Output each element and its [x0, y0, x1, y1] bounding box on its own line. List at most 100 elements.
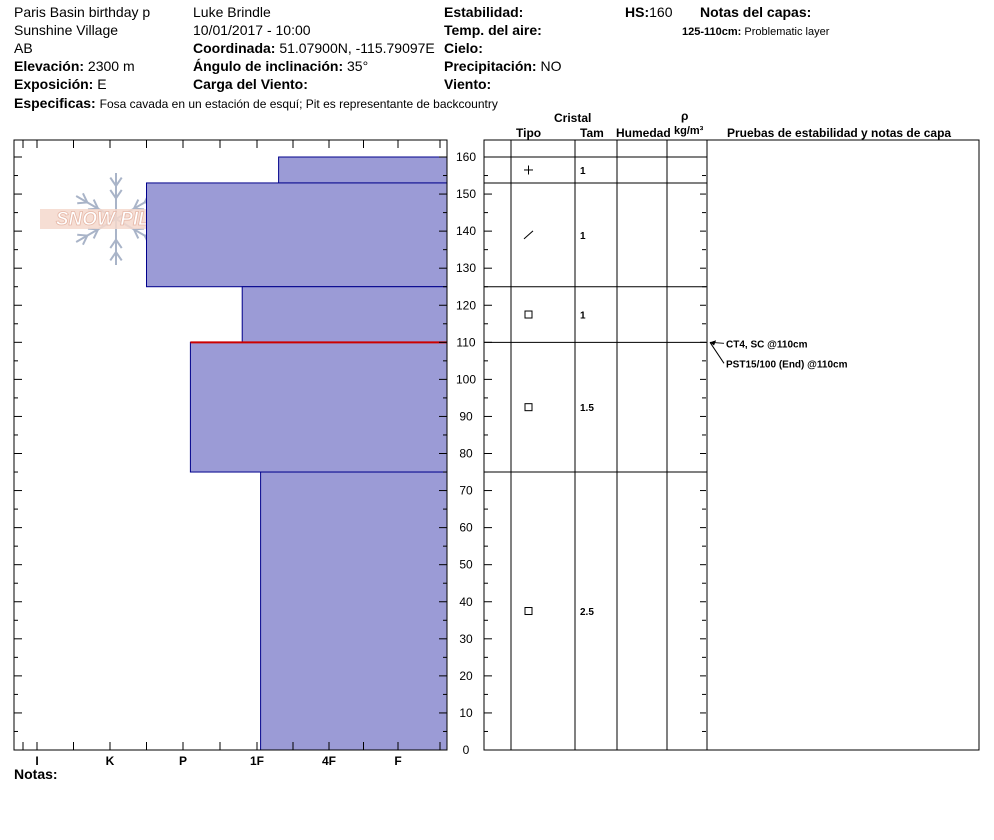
test-label-0: CT4, SC @110cm: [726, 339, 808, 350]
test-leader-1: [709, 342, 725, 364]
flake-branch-0-0-0: [109, 189, 117, 199]
wind-load-label: Carga del Viento:: [193, 76, 308, 92]
elevation-value: 2300 m: [87, 58, 135, 74]
x-tick-label-P: P: [179, 754, 187, 768]
flake-branch-1-0-1: [92, 199, 99, 210]
flake-branch-4-0-1: [133, 228, 140, 239]
type-header: Tipo: [516, 126, 542, 140]
y-tick-label-80: 80: [459, 447, 473, 461]
flake-branch-1-1-1: [82, 192, 89, 203]
y-tick-label-140: 140: [456, 224, 476, 238]
x-tick-label-F: F: [394, 754, 401, 768]
y-tick-label-70: 70: [459, 484, 473, 498]
observer: Luke Brindle: [193, 4, 271, 20]
stability-label: Estabilidad:: [444, 4, 524, 20]
coord-value: 51.07900N, -115.79097E: [279, 40, 435, 56]
layer-note: 125-110cm: Problematic layer: [682, 24, 829, 40]
snow-height: HS:160: [625, 4, 672, 20]
rho-header: ρ: [681, 109, 689, 123]
elevation: Elevación: 2300 m: [14, 58, 135, 74]
layer-table-frame: [483, 139, 980, 751]
x-tick-label-4F: 4F: [322, 754, 336, 768]
aspect: Exposición: E: [14, 76, 107, 92]
density-unit-header: kg/m³: [674, 125, 704, 137]
y-tick-label-20: 20: [459, 669, 473, 683]
y-tick-label-100: 100: [456, 372, 476, 386]
precip-label: Precipitación:: [444, 58, 537, 74]
flake-branch-3-1-0: [115, 251, 123, 262]
y-tick-label-90: 90: [459, 409, 473, 423]
location-name: Paris Basin birthday p: [14, 4, 151, 20]
size-header: Tam: [580, 126, 604, 140]
precipitation: Precipitación: NO: [444, 58, 561, 74]
flake-branch-1-1-0: [77, 201, 88, 205]
layer-notes-label: Notas del capas:: [700, 4, 812, 20]
y-tick-label-110: 110: [456, 335, 475, 349]
stability-tests-header: Pruebas de estabilidad y notas de capa: [727, 126, 952, 140]
hardness-bar-3: [189, 341, 448, 473]
slope-label: Ángulo de inclinación:: [193, 58, 344, 74]
moisture-header: Humedad: [616, 126, 671, 140]
coordinates: Coordinada: 51.07900N, -115.79097E: [193, 40, 435, 56]
specifics: Especificas: Fosa cavada en un estación …: [14, 95, 498, 112]
test-label-1: PST15/100 (End) @110cm: [726, 359, 848, 370]
area-name: Sunshine Village: [14, 22, 119, 38]
hardness-bar-1: [146, 182, 448, 288]
grain-size-4: 2.5: [580, 607, 594, 618]
precip-value: NO: [540, 58, 562, 74]
coord-label: Coordinada:: [193, 40, 276, 56]
y-tick-label-50: 50: [459, 558, 473, 572]
y-tick-label-0: 0: [463, 743, 470, 757]
flake-branch-0-1-0: [109, 176, 117, 187]
hardness-plot-frame: [13, 139, 448, 751]
y-tick-label-40: 40: [459, 595, 473, 609]
notes-label: Notas:: [14, 766, 58, 782]
flake-branch-2-0-0: [92, 228, 99, 239]
grain-symbol-1: [523, 230, 534, 240]
grain-size-1: 1: [580, 231, 586, 242]
flake-branch-3-1-1: [109, 251, 117, 262]
grain-symbol-2: [524, 310, 533, 319]
elevation-label: Elevación:: [14, 58, 85, 74]
y-tick-label-120: 120: [456, 298, 476, 312]
aspect-label: Exposición:: [14, 76, 94, 92]
layer-note-range: 125-110cm:: [682, 26, 742, 38]
hs-label: HS:: [625, 4, 650, 20]
datetime: 10/01/2017 - 10:00: [193, 22, 311, 38]
slope-value: 35°: [347, 58, 369, 74]
test-arrow-1: [710, 340, 716, 346]
hs-value: 160: [649, 4, 673, 20]
wind-label: Viento:: [444, 76, 492, 92]
y-tick-label-160: 160: [456, 150, 476, 164]
flake-branch-5-0-0: [133, 199, 140, 210]
flake-branch-3-0-0: [115, 239, 123, 249]
y-tick-label-150: 150: [456, 187, 476, 201]
flake-branch-3-0-1: [109, 239, 117, 249]
specifics-value: Fosa cavada en un estación de esquí; Pit…: [99, 97, 498, 111]
flake-branch-0-0-1: [115, 189, 123, 199]
slope-angle: Ángulo de inclinación: 35°: [193, 58, 368, 74]
layer-note-text: Problematic layer: [744, 26, 830, 38]
grain-symbol-3: [524, 403, 533, 412]
x-tick-label-I: I: [35, 754, 38, 768]
flake-branch-2-1-1: [77, 233, 88, 237]
sky-label: Cielo:: [444, 40, 483, 56]
grain-size-0: 1: [580, 166, 586, 177]
flake-branch-0-1-1: [115, 176, 123, 187]
crystal-header: Cristal: [554, 111, 592, 125]
grain-size-3: 1.5: [580, 403, 594, 414]
x-tick-label-1F: 1F: [250, 754, 264, 768]
air-temp-label: Temp. del aire:: [444, 22, 542, 38]
y-tick-label-60: 60: [459, 521, 473, 535]
grain-size-2: 1: [580, 311, 586, 322]
aspect-value: E: [97, 76, 107, 92]
specifics-label: Especificas:: [14, 95, 96, 111]
flake-branch-2-1-0: [82, 235, 89, 246]
x-tick-label-K: K: [106, 754, 115, 768]
hardness-bar-4: [260, 471, 448, 751]
y-tick-label-130: 130: [456, 261, 476, 275]
y-tick-label-30: 30: [459, 632, 473, 646]
hardness-bar-2: [241, 286, 448, 343]
grain-symbol-4: [524, 607, 533, 616]
